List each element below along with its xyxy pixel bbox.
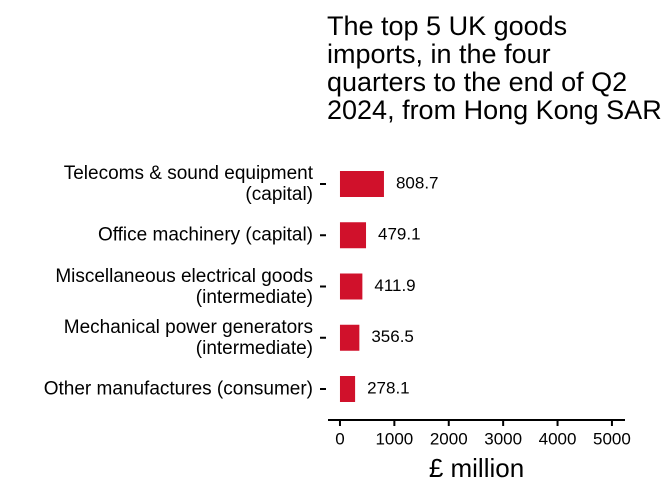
x-tick-label: 4000 <box>539 429 577 448</box>
x-tick-label: 2000 <box>430 429 468 448</box>
value-label: 356.5 <box>371 327 414 346</box>
bar <box>339 171 384 197</box>
x-axis-title: £ million <box>429 453 524 481</box>
bar <box>339 324 360 351</box>
x-tick-label: 5000 <box>593 429 631 448</box>
y-tick-label: Office machinery (capital) <box>97 224 313 246</box>
chart-title: The top 5 UK goods imports, in the four … <box>327 11 662 125</box>
value-label: 479.1 <box>378 225 421 244</box>
bar <box>339 376 356 402</box>
value-label: 411.9 <box>374 276 415 295</box>
value-label: 278.1 <box>367 378 410 397</box>
x-tick-label: 0 <box>335 429 344 448</box>
bar <box>339 222 367 249</box>
y-tick-label: Mechanical power generators (intermediat… <box>63 316 313 359</box>
value-label: 808.7 <box>396 173 439 192</box>
x-tick-label: 3000 <box>484 429 522 448</box>
x-tick-label: 1000 <box>375 429 413 448</box>
y-tick-label: Miscellaneous electrical goods (intermed… <box>55 265 313 308</box>
y-tick-label: Other manufactures (consumer) <box>43 378 313 400</box>
y-tick-label: Telecoms & sound equipment (capital) <box>63 163 313 205</box>
bar <box>339 273 363 300</box>
